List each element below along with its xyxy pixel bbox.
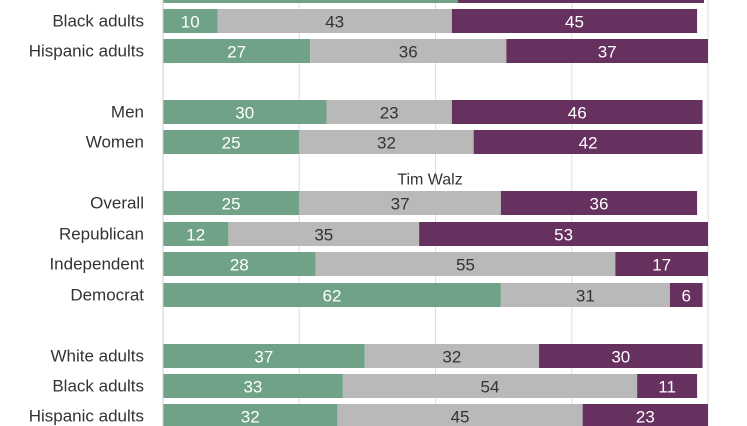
- data-label: 30: [235, 104, 254, 123]
- bar-segment-neutral: [310, 39, 507, 63]
- row-label: Men: [111, 103, 144, 122]
- bar-segment-favorable: [163, 100, 327, 124]
- row-label: Republican: [59, 225, 144, 244]
- data-label: 62: [322, 287, 341, 306]
- row-label: Black adults: [52, 377, 144, 396]
- bar-segment-neutral: [228, 222, 420, 246]
- data-label: 6: [681, 287, 690, 306]
- row-label: Independent: [49, 255, 144, 274]
- bar-segment-unfavorable: [458, 0, 704, 3]
- bar-segment-neutral: [299, 191, 501, 215]
- bar-segment-favorable: [163, 191, 300, 215]
- data-label: 27: [227, 43, 246, 62]
- data-label: 36: [399, 43, 418, 62]
- row-label: Overall: [90, 194, 144, 213]
- data-label: 17: [652, 256, 671, 275]
- bar-segment-neutral: [217, 9, 452, 33]
- data-label: 23: [380, 104, 399, 123]
- data-label: 54: [481, 378, 500, 397]
- data-label: 42: [579, 134, 598, 153]
- bar-segment-favorable: [163, 374, 343, 398]
- data-label: 32: [241, 408, 260, 426]
- bar-segment-favorable: [163, 222, 229, 246]
- row-label: White adults: [50, 347, 144, 366]
- row-label: Hispanic adults: [29, 407, 144, 426]
- bar-segment-neutral: [337, 404, 583, 426]
- bar-segment-neutral: [364, 344, 540, 368]
- bar-segment-unfavorable: [669, 283, 703, 307]
- data-label: 25: [222, 195, 241, 214]
- bar-segment-favorable: [163, 344, 365, 368]
- bar-segment-neutral: [299, 130, 474, 154]
- bar-segment-neutral: [326, 100, 452, 124]
- row-label: Black adults: [52, 12, 144, 31]
- data-label: 10: [181, 13, 200, 32]
- data-label: 35: [314, 226, 333, 245]
- data-label: 46: [568, 104, 587, 123]
- bar-segment-unfavorable: [615, 252, 708, 276]
- data-label: 25: [222, 134, 241, 153]
- data-label: 32: [377, 134, 396, 153]
- labels-layer: Black adults 10 43 45 Hispanic adults 27 36 37 M…: [29, 12, 691, 426]
- data-label: 45: [565, 13, 584, 32]
- bar-segment-favorable: [163, 39, 311, 63]
- bar-segment-unfavorable: [500, 191, 698, 215]
- row-label: Democrat: [70, 286, 144, 305]
- bar-segment-unfavorable: [451, 100, 703, 124]
- data-label: 12: [186, 226, 205, 245]
- bar-segment-favorable: [163, 404, 338, 426]
- bar-segment-neutral: [500, 283, 670, 307]
- data-label: 43: [325, 13, 344, 32]
- data-label: 30: [611, 348, 630, 367]
- section-title: Tim Walz: [397, 172, 462, 189]
- bar-segment-unfavorable: [539, 344, 703, 368]
- bar-segment-favorable: [163, 252, 316, 276]
- data-label: 36: [590, 195, 609, 214]
- bar-segment-unfavorable: [473, 130, 703, 154]
- data-label: 28: [230, 256, 249, 275]
- data-label: 53: [554, 226, 573, 245]
- data-label: 23: [636, 408, 655, 426]
- bar-segment-unfavorable: [506, 39, 708, 63]
- data-label: 32: [442, 348, 461, 367]
- data-label: 37: [254, 348, 273, 367]
- bar-segment-unfavorable: [637, 374, 698, 398]
- row-label: Women: [86, 133, 144, 152]
- data-label: 45: [451, 408, 470, 426]
- bar-segment-neutral: [342, 374, 638, 398]
- data-label: 37: [391, 195, 410, 214]
- bar-segment-unfavorable: [419, 222, 708, 246]
- bar-segment-unfavorable: [451, 9, 698, 33]
- row-label: Hispanic adults: [29, 42, 144, 61]
- bar-segment-favorable: [163, 0, 458, 3]
- data-label: 33: [243, 378, 262, 397]
- data-label: 55: [456, 256, 475, 275]
- bars-layer: [163, 0, 708, 426]
- data-label: 11: [658, 378, 676, 397]
- data-label: 31: [576, 287, 595, 306]
- bar-segment-neutral: [315, 252, 616, 276]
- data-label: 37: [598, 43, 617, 62]
- bar-segment-favorable: [163, 9, 218, 33]
- bar-segment-unfavorable: [582, 404, 708, 426]
- bar-segment-favorable: [163, 283, 501, 307]
- bar-segment-favorable: [163, 130, 300, 154]
